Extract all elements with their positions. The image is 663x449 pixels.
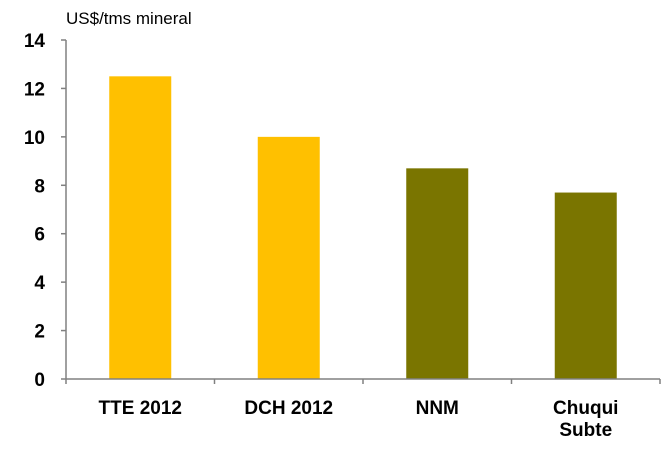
bar	[406, 168, 469, 379]
y-tick-label: 14	[24, 31, 46, 52]
x-tick-label: Chuqui Subte	[553, 398, 618, 441]
bar	[554, 192, 617, 379]
x-tick-label-line: Subte	[559, 420, 612, 441]
y-tick-label: 2	[34, 322, 45, 343]
y-axis-ticks: 0 2 4 6 8 10 12 14	[24, 31, 66, 391]
x-axis-ticks: TTE 2012 DCH 2012 NNM Chuqui Subte	[65, 379, 661, 441]
y-tick-label: 8	[34, 176, 45, 197]
y-tick-label: 10	[24, 128, 45, 149]
x-tick-label-line: DCH 2012	[244, 398, 333, 419]
y-tick-label: 0	[34, 370, 45, 391]
y-tick-label: 6	[34, 225, 45, 246]
x-tick-label: TTE 2012	[99, 398, 182, 419]
bars	[109, 76, 617, 380]
x-tick-label: DCH 2012	[244, 398, 333, 419]
x-tick-label: NNM	[416, 398, 459, 419]
x-tick-label-line: NNM	[416, 398, 459, 419]
y-tick-label: 4	[34, 273, 45, 294]
bar	[109, 76, 172, 380]
y-axis-title: US$/tms mineral	[66, 9, 192, 28]
x-tick-label-line: Chuqui	[553, 398, 618, 419]
x-tick-label-line: TTE 2012	[99, 398, 182, 419]
y-tick-label: 12	[24, 79, 45, 100]
bar	[257, 136, 320, 379]
